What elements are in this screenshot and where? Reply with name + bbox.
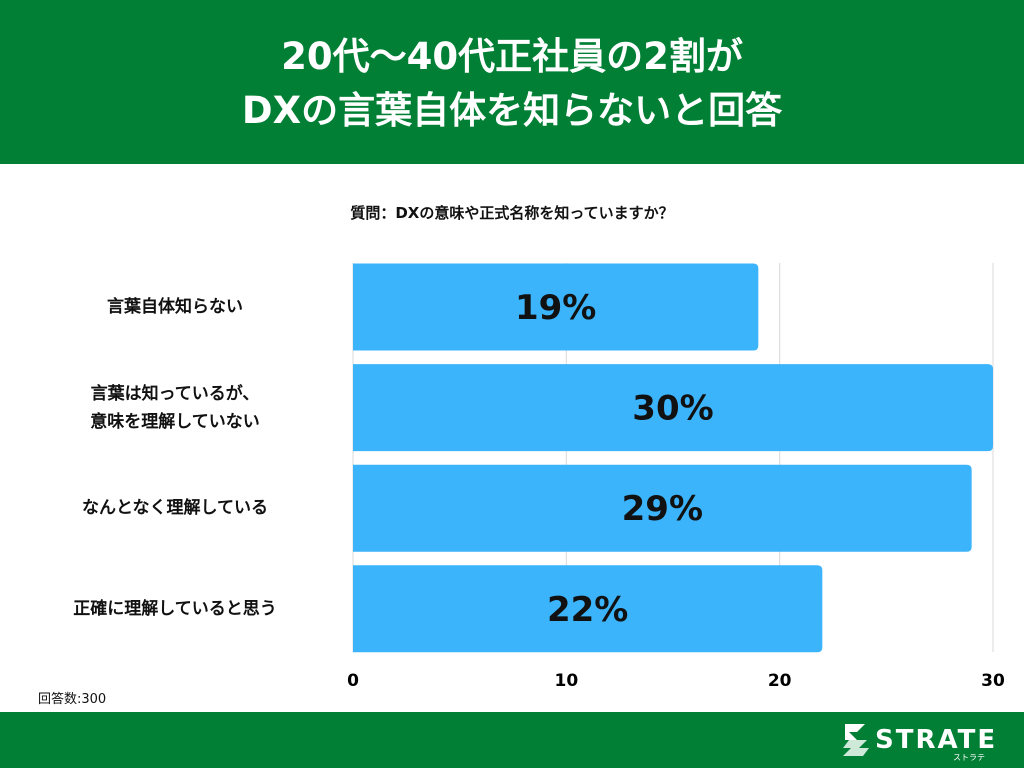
bar: [353, 263, 759, 351]
bar: [353, 565, 823, 653]
x-tick-label: 0: [347, 671, 359, 691]
category-label: 正確に理解していると思う: [73, 598, 277, 619]
question-text: 質問：DXの意味や正式名称を知っていますか？: [350, 204, 674, 222]
category-label: 言葉は知っているが、 意味を理解していない: [90, 383, 260, 432]
svg-text:ストラテ: ストラテ: [953, 753, 985, 762]
data-label: 29%: [622, 489, 703, 529]
svg-text:STRATE: STRATE: [875, 725, 997, 755]
title-line-1: 20代〜40代正社員の2割が: [281, 35, 743, 78]
footer: STRATE ストラテ: [0, 712, 1024, 768]
header: 20代〜40代正社員の2割が DXの言葉自体を知らないと回答: [0, 0, 1024, 164]
data-label: 22%: [547, 590, 628, 630]
x-tick-label: 10: [554, 671, 578, 691]
x-tick-label: 20: [768, 671, 792, 691]
x-tick-label: 30: [981, 671, 1005, 691]
category-label: なんとなく理解している: [82, 498, 268, 519]
title-line-2: DXの言葉自体を知らないと回答: [241, 89, 783, 132]
data-label: 30%: [632, 389, 713, 429]
sample-size: 回答数:300: [38, 692, 107, 707]
strate-logo: STRATE ストラテ: [843, 724, 997, 762]
bar-chart: 0 10 20 30 19% 30% 29% 22%: [347, 263, 1005, 691]
bar: [353, 464, 972, 552]
category-label: 言葉自体知らない: [107, 297, 243, 317]
bar: [353, 364, 993, 452]
data-label: 19%: [515, 288, 596, 328]
